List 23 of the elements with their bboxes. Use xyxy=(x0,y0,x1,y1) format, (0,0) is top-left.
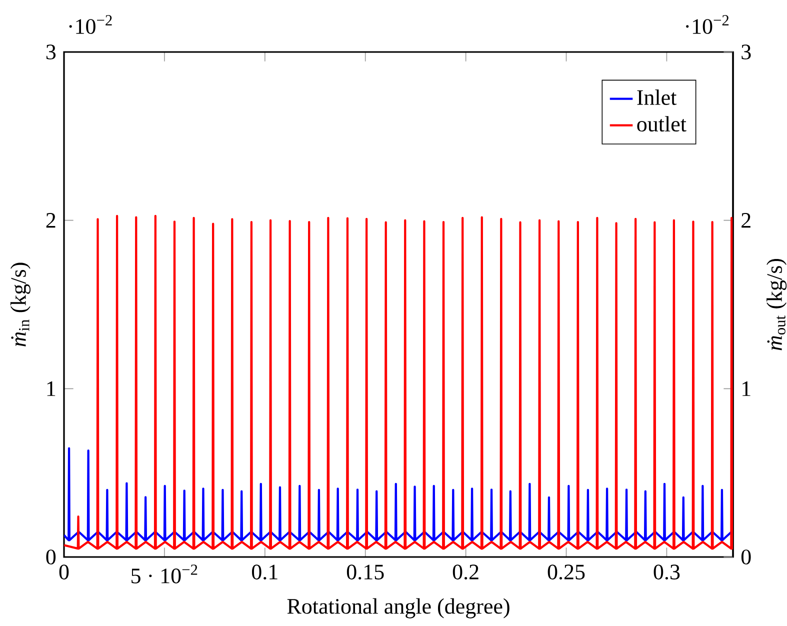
text: ·10$^{−2}$ xyxy=(686,15,729,34)
x-tick-label: 0.25 xyxy=(548,564,585,580)
y2-axis-title: ṁ$_{out}$ (kg/s) xyxy=(766,258,787,350)
x-tick-label: 0.15 xyxy=(346,564,384,580)
y-axis-title: ṁ$_{in}$ (kg/s) xyxy=(10,262,30,346)
y2-tick-label: 0 xyxy=(741,550,751,564)
y-tick-label: 3 xyxy=(46,44,56,60)
x-tick-label: 0.2 xyxy=(452,564,478,580)
legend-label: Inlet xyxy=(637,90,677,105)
x-tick-label: 0 xyxy=(59,564,69,580)
text: ·10$^{−2}$ xyxy=(69,15,112,34)
y-tick-label: 1 xyxy=(47,381,56,396)
y2-tick-label: 2 xyxy=(742,213,750,228)
x-axis-title: Rotational angle (degree) xyxy=(287,598,510,618)
line-series xyxy=(64,214,734,550)
x-tick-label: 5 · 10$^{−2}$ xyxy=(132,564,198,584)
x-tick-label: 0.1 xyxy=(252,564,278,580)
y-tick-label: 0 xyxy=(46,550,56,564)
y2-tick-label: 3 xyxy=(742,44,751,60)
y-tick-label: 2 xyxy=(46,213,56,228)
y2-tick-label: 1 xyxy=(742,381,750,396)
legend-label: outlet xyxy=(637,116,686,132)
x-tick-label: 0.3 xyxy=(654,564,680,580)
